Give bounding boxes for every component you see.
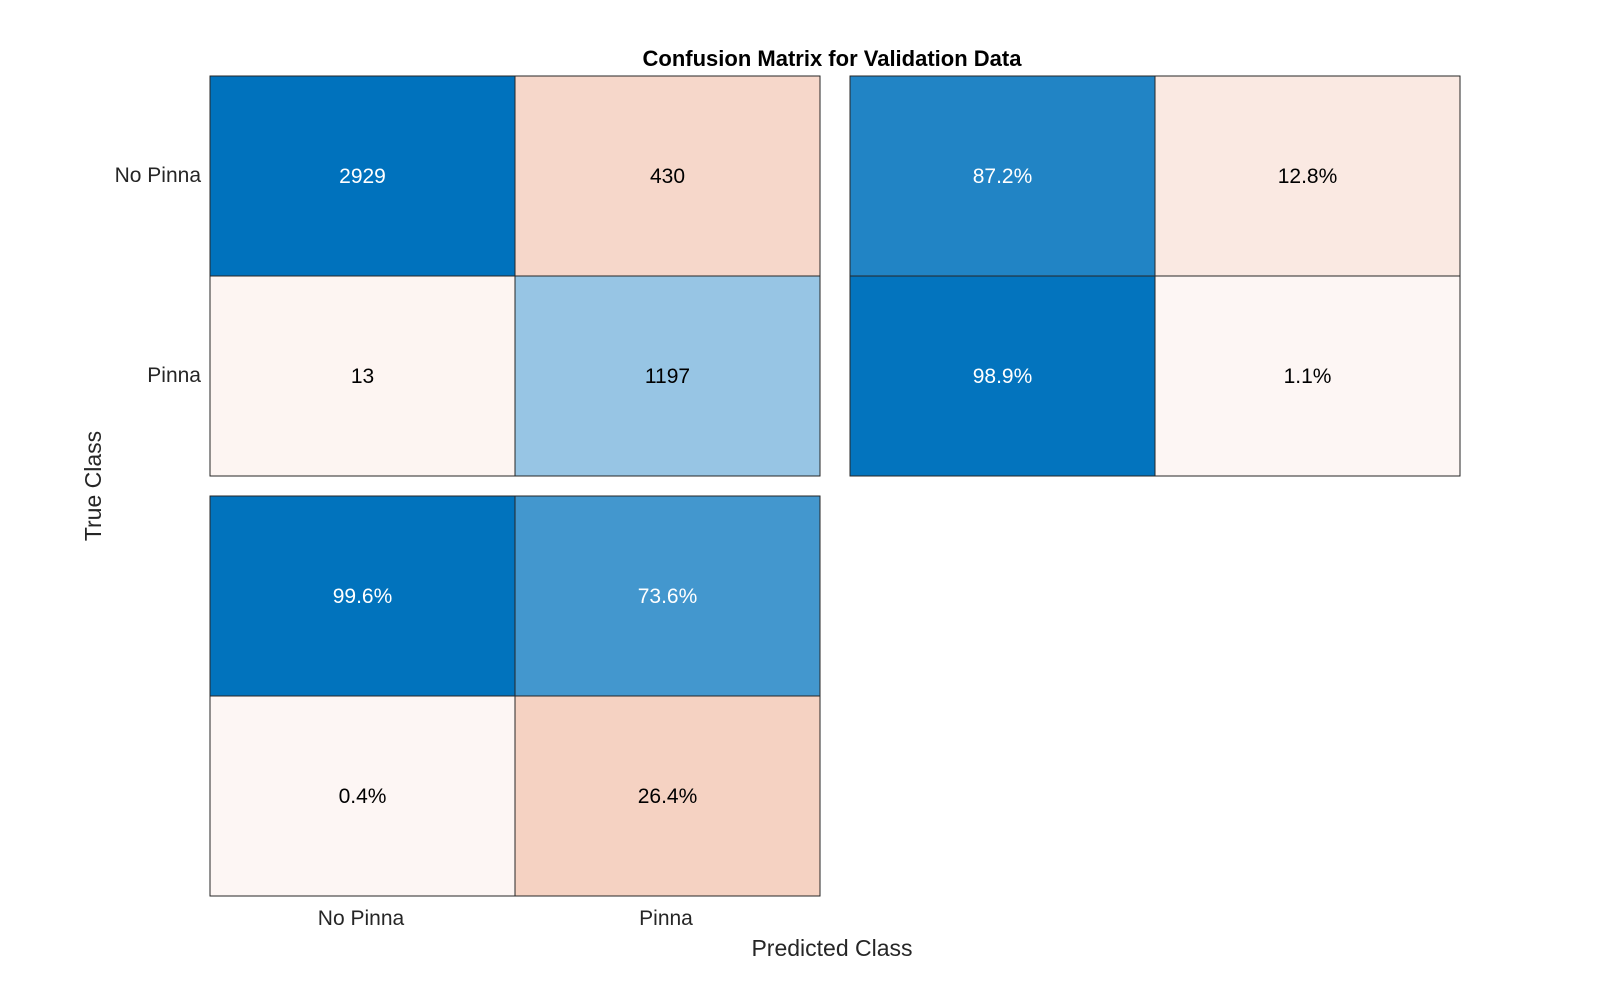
column-summary-grid: 99.6% 73.6% 0.4% 26.4% xyxy=(209,495,821,897)
column-summary-cell-0-1 xyxy=(514,495,821,697)
confusion-matrix-label-0-0: 2929 xyxy=(339,165,386,188)
chart-title: Confusion Matrix for Validation Data xyxy=(643,46,1023,71)
row-summary-label-0-1: 12.8% xyxy=(1278,165,1338,188)
column-summary-label-1-1: 26.4% xyxy=(638,785,698,808)
confusion-matrix-label-1-1: 1197 xyxy=(645,365,690,388)
x-axis-label: Predicted Class xyxy=(751,935,912,961)
column-summary-label-0-1: 73.6% xyxy=(638,585,698,608)
row-summary-cell-0-0 xyxy=(849,75,1156,277)
confusion-matrix-label-1-0: 13 xyxy=(351,365,374,388)
confusion-matrix-label-0-1: 430 xyxy=(650,165,685,188)
confusion-matrix-cell-0-1 xyxy=(514,75,821,277)
x-tick-label-no-pinna: No Pinna xyxy=(318,907,405,930)
row-summary-label-1-1: 1.1% xyxy=(1284,365,1332,388)
row-summary-cell-1-0 xyxy=(849,275,1156,477)
column-summary-label-0-0: 99.6% xyxy=(333,585,393,608)
row-summary-label-1-0: 98.9% xyxy=(973,365,1033,388)
row-summary-cell-1-1 xyxy=(1154,275,1461,477)
column-summary-cell-1-1 xyxy=(514,695,821,897)
row-summary-label-0-0: 87.2% xyxy=(973,165,1033,188)
confusion-matrix-grid: 2929 430 13 1197 xyxy=(209,75,821,477)
y-tick-label-pinna: Pinna xyxy=(147,364,201,387)
y-tick-label-no-pinna: No Pinna xyxy=(115,164,202,187)
y-axis-label: True Class xyxy=(80,431,106,541)
row-summary-cell-0-1 xyxy=(1154,75,1461,277)
confusion-matrix-cell-1-0 xyxy=(209,275,516,477)
x-tick-label-pinna: Pinna xyxy=(639,907,693,930)
column-summary-label-1-0: 0.4% xyxy=(339,785,387,808)
confusion-matrix-cell-0-0 xyxy=(209,75,516,277)
row-summary-grid: 87.2% 12.8% 98.9% 1.1% xyxy=(849,75,1461,477)
confusion-matrix-cell-1-1 xyxy=(514,275,821,477)
